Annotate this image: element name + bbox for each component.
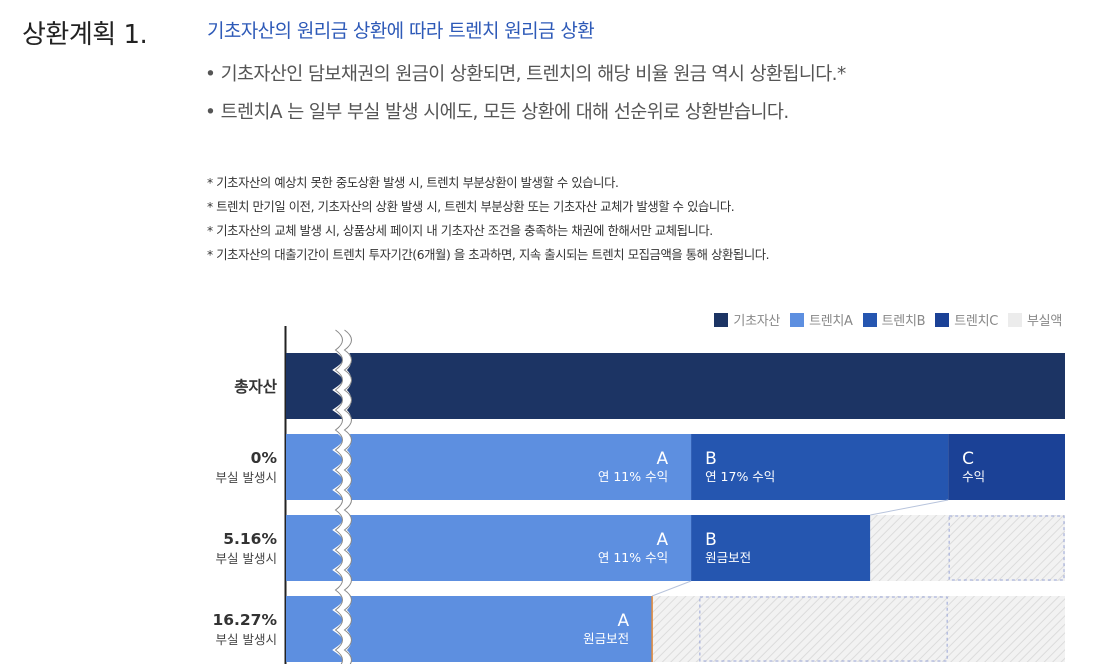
row-sublabel: 부실 발생시 (216, 632, 277, 647)
bar-segment-a (286, 515, 692, 581)
legend-item-tranche-c: 트렌치C (935, 310, 998, 329)
footnote: * 기초자산의 교체 발생 시, 상품상세 페이지 내 기초자산 조건을 충족하… (207, 224, 713, 238)
legend-swatch-tranche-c (935, 312, 950, 327)
row-label: 총자산 (234, 378, 278, 396)
row-label: 16.27% (212, 611, 277, 629)
plan-title: 기초자산의 원리금 상환에 따라 트렌치 원리금 상환 (207, 20, 595, 42)
row-sublabel: 부실 발생시 (216, 470, 277, 485)
legend-swatch-base (714, 312, 729, 327)
segment-letter: A (617, 611, 629, 631)
lost-tranche-outline (948, 515, 1065, 581)
legend-label: 트렌치C (954, 314, 999, 329)
row-connector (651, 580, 692, 597)
legend-label: 트렌치A (809, 314, 853, 329)
row-sublabel: 부실 발생시 (216, 551, 277, 566)
row-connector (870, 499, 949, 516)
bar-segment-base (286, 353, 1065, 419)
segment-letter: B (705, 530, 717, 550)
row-label: 0% (251, 449, 278, 467)
axis-break-edge (343, 329, 352, 664)
bullet-item: • 트렌치A 는 일부 부실 발생 시에도, 모든 상환에 대해 선순위로 상환… (205, 102, 789, 123)
bar-segment-b (691, 515, 871, 581)
legend-item-loss: 부실액 (1008, 310, 1062, 329)
plan-label: 상환계획 1. (22, 20, 148, 50)
segment-letter: B (705, 449, 717, 469)
bar-segment-c (948, 434, 1065, 500)
bullet-item: • 기초자산인 담보채권의 원금이 상환되면, 트렌치의 해당 비율 원금 역시… (205, 64, 846, 85)
axis-break-band (332, 326, 352, 664)
segment-letter: A (656, 530, 668, 550)
loss-segment (652, 596, 1065, 662)
segment-note: 원금보전 (705, 550, 751, 565)
segment-letter: A (656, 449, 668, 469)
legend-swatch-loss (1008, 312, 1023, 327)
footnote: * 기초자산의 대출기간이 트렌치 투자기간(6개월) 을 초과하면, 지속 출… (207, 248, 770, 262)
legend-item-base: 기초자산 (714, 310, 780, 329)
loss-segment (870, 515, 1065, 581)
segment-note: 연 17% 수익 (705, 469, 775, 484)
legend-label: 부실액 (1027, 314, 1062, 329)
legend-label: 기초자산 (733, 314, 781, 329)
footnote: * 기초자산의 예상치 못한 중도상환 발생 시, 트렌치 부분상환이 발생할 … (207, 176, 619, 190)
footnote: * 트렌치 만기일 이전, 기초자산의 상환 발생 시, 트렌치 부분상환 또는… (207, 200, 735, 214)
legend-label: 트렌치B (881, 314, 926, 329)
legend-swatch-tranche-b (862, 312, 877, 327)
row-label: 5.16% (223, 530, 277, 548)
bar-segment-b (691, 434, 949, 500)
bar-segment-a (286, 434, 692, 500)
segment-letter: C (962, 449, 974, 469)
chart-legend: 기초자산 트렌치A 트렌치B 트렌치C 부실액 (714, 310, 1062, 329)
lost-tranche-outline (699, 596, 948, 662)
segment-note: 원금보전 (583, 631, 629, 646)
segment-note: 연 11% 수익 (598, 469, 668, 484)
legend-item-tranche-a: 트렌치A (790, 310, 853, 329)
legend-item-tranche-b: 트렌치B (862, 310, 926, 329)
legend-swatch-tranche-a (790, 312, 805, 327)
segment-note: 연 11% 수익 (598, 550, 668, 565)
segment-note: 수익 (962, 469, 985, 484)
axis-break-edge (334, 329, 343, 664)
